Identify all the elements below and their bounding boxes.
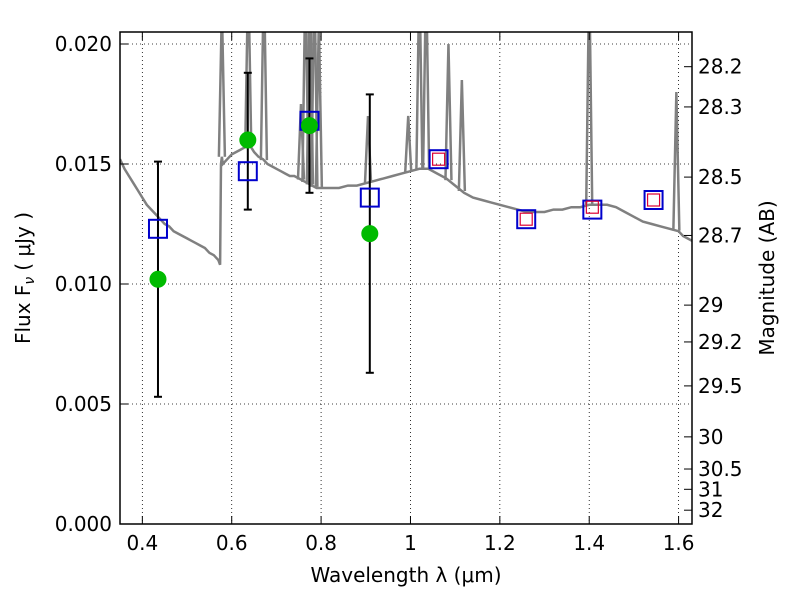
spectrum-series xyxy=(120,32,692,266)
spectrum-emission-line xyxy=(259,32,269,161)
y-axis-title-sub: ν xyxy=(22,277,38,285)
spectrum-emission-line xyxy=(421,32,431,169)
x-tick-label: 0.4 xyxy=(126,531,158,555)
observed-point xyxy=(239,131,257,149)
spectrum-emission-line xyxy=(314,32,324,189)
y-tick-label: 0.010 xyxy=(55,272,112,296)
y-tick-label: 0.020 xyxy=(55,32,112,56)
x-tick-label: 1.2 xyxy=(484,531,516,555)
spectrum-emission-line xyxy=(403,115,413,172)
x-axis: 0.4 0.6 0.8 1 1.2 1.4 1.6 xyxy=(126,32,695,555)
y2-tick-label: 30 xyxy=(698,425,723,449)
spectrum-emission-line xyxy=(244,32,253,146)
model-inner-point xyxy=(646,193,661,207)
y2-tick-label: 29 xyxy=(698,293,723,317)
y-tick-label: 0.005 xyxy=(55,392,112,416)
spectrum-group xyxy=(120,32,692,266)
model-inner-point xyxy=(585,200,599,214)
model-point xyxy=(147,218,168,239)
observed-point xyxy=(361,225,379,243)
spectrum-emission-line xyxy=(457,79,467,192)
x-tick-label: 0.8 xyxy=(305,531,337,555)
y2-axis-title: Magnitude (AB) xyxy=(755,200,779,355)
y2-tick-label: 29.2 xyxy=(698,330,743,354)
y2-tick-label: 31 xyxy=(698,477,723,501)
spectrum-emission-line xyxy=(415,32,424,169)
model-point xyxy=(643,190,664,210)
x-tick-label: 1.6 xyxy=(663,531,695,555)
model-point xyxy=(516,209,537,230)
x-tick-label: 1 xyxy=(404,531,417,555)
model-series xyxy=(147,110,664,239)
plot-frame xyxy=(119,31,693,525)
y2-tick-label: 28.2 xyxy=(698,55,743,79)
observed-point xyxy=(149,270,167,288)
y-tick-label: 0.015 xyxy=(55,152,112,176)
model-point xyxy=(428,149,449,170)
y2-tick-label: 29.5 xyxy=(698,374,743,398)
y-axis-title-unit: ( μJy ) xyxy=(11,212,35,271)
model-inner-point xyxy=(432,152,446,166)
x-tick-label: 1.4 xyxy=(573,531,605,555)
y-tick-label: 0.000 xyxy=(55,512,112,536)
spectrum-emission-line xyxy=(217,32,227,157)
observed-series xyxy=(149,117,379,288)
y2-tick-label: 28.5 xyxy=(698,165,743,189)
y-axis-title-main: Flux F xyxy=(11,285,35,344)
spectrum-emission-line xyxy=(672,91,681,231)
y2-tick-label: 28.3 xyxy=(698,95,743,119)
model-inner-point xyxy=(519,212,533,226)
y-axis: 0.000 0.005 0.010 0.015 0.020 xyxy=(55,32,128,536)
model-point xyxy=(237,161,258,182)
y2-tick-label: 32 xyxy=(698,498,723,522)
spectrum-emission-line xyxy=(584,32,594,205)
spectrum-emission-line xyxy=(444,43,453,181)
x-tick-label: 0.6 xyxy=(216,531,248,555)
observed-point xyxy=(300,117,318,135)
y-axis-title: Flux Fν ( μJy ) xyxy=(11,212,38,344)
y2-tick-label: 28.7 xyxy=(698,223,743,247)
model-point xyxy=(359,187,380,208)
x-axis-title: Wavelength λ (μm) xyxy=(310,563,501,587)
y2-tick-label: 30.5 xyxy=(698,457,743,481)
